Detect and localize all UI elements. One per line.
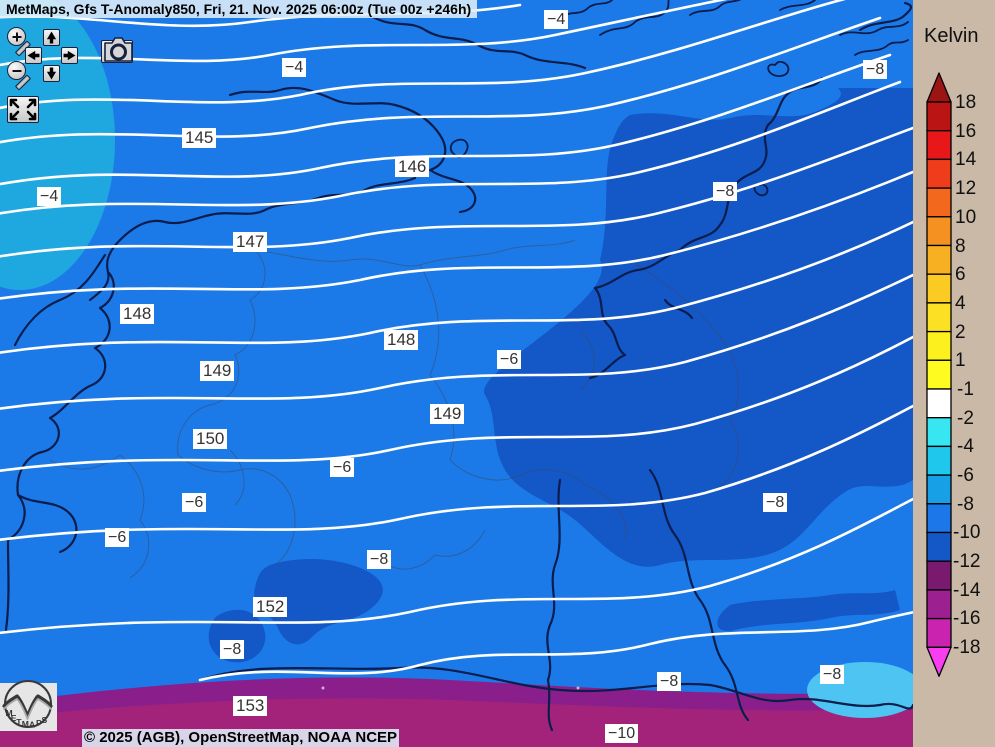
svg-text:12: 12 <box>955 178 976 199</box>
svg-text:-14: -14 <box>953 580 981 601</box>
svg-text:A: A <box>29 720 35 730</box>
svg-text:Kelvin: Kelvin <box>924 25 978 47</box>
svg-text:S: S <box>42 715 48 725</box>
svg-text:10: 10 <box>955 207 976 228</box>
svg-text:-16: -16 <box>953 608 980 629</box>
svg-text:2: 2 <box>955 322 966 343</box>
svg-text:6: 6 <box>955 264 966 285</box>
svg-text:1: 1 <box>955 350 966 371</box>
svg-text:-10: -10 <box>953 522 980 543</box>
svg-text:18: 18 <box>955 92 976 113</box>
svg-text:-4: -4 <box>957 436 974 457</box>
svg-text:-6: -6 <box>957 465 974 486</box>
svg-text:M: M <box>22 719 29 729</box>
svg-text:-2: -2 <box>957 408 974 429</box>
svg-text:4: 4 <box>955 293 966 314</box>
svg-text:-12: -12 <box>953 551 980 572</box>
svg-text:-8: -8 <box>957 494 974 515</box>
svg-text:-18: -18 <box>953 637 980 658</box>
svg-text:16: 16 <box>955 121 976 142</box>
svg-text:8: 8 <box>955 236 966 257</box>
svg-text:-1: -1 <box>957 379 974 400</box>
svg-text:14: 14 <box>955 149 977 170</box>
